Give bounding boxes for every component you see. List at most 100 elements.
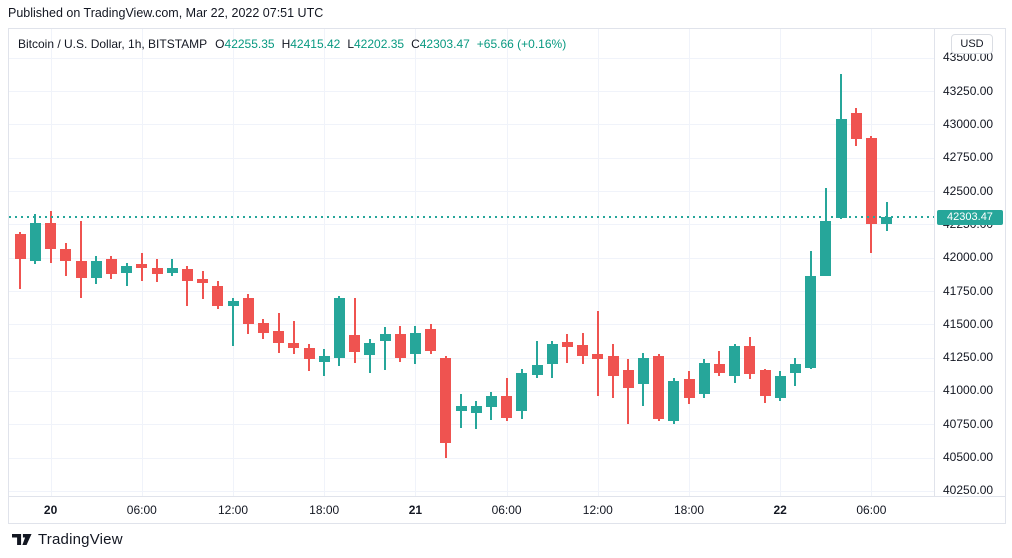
candle-body [318, 356, 330, 362]
gridline-v [506, 29, 508, 496]
time-axis-label: 12:00 [217, 503, 249, 517]
currency-badge: USD [951, 34, 993, 54]
symbol-legend: Bitcoin / U.S. Dollar, 1h, BITSTAMP O4225… [18, 37, 566, 51]
gridline-h [9, 224, 934, 226]
tradingview-logo-link[interactable]: TradingView [12, 531, 123, 548]
price-axis-label: 43250.00 [943, 83, 994, 98]
candle-body [516, 372, 528, 411]
candle-body [501, 396, 513, 418]
price-axis-label: 41000.00 [943, 383, 994, 398]
candle-wick [627, 359, 630, 425]
gridline-h [9, 257, 934, 259]
candle-body [820, 221, 832, 277]
candle-wick [536, 341, 538, 378]
tradingview-logo-text: TradingView [38, 531, 123, 548]
plot-pane[interactable] [9, 29, 934, 496]
time-axis-label: 18:00 [309, 503, 340, 517]
candle-wick [292, 321, 295, 355]
candle-body [698, 362, 710, 395]
candle-body [592, 353, 604, 360]
candle-body [288, 343, 300, 349]
candle-body [865, 137, 877, 225]
candle-body [577, 345, 589, 357]
price-axis-label: 42000.00 [943, 250, 994, 265]
gridline-v [415, 29, 417, 496]
price-axis-label: 40750.00 [943, 416, 994, 431]
candle-body [713, 364, 725, 373]
time-axis-label: 06:00 [856, 503, 887, 517]
gridline-h [9, 457, 934, 459]
low-value: 42202.35 [354, 37, 405, 51]
candle-body [181, 269, 193, 281]
candle-body [561, 342, 573, 347]
candle-body [273, 331, 285, 343]
candle-body [881, 217, 893, 224]
candle-wick [566, 333, 569, 363]
gridline-h [9, 324, 934, 326]
candle-wick [80, 221, 82, 299]
price-axis-label: 41500.00 [943, 316, 994, 331]
gridline-v [871, 29, 873, 496]
time-axis-label: 21 [408, 503, 423, 517]
time-axis[interactable]: 20 06:00 12:00 18:00 21 06:00 12:00 18:00 22 06:0… [9, 496, 1005, 523]
gridline-v [597, 29, 599, 496]
time-axis-label: 18:00 [673, 503, 705, 517]
candle-body [136, 264, 148, 268]
time-axis-label: 20 [43, 503, 58, 517]
candle-body [303, 348, 315, 359]
gridline-h [9, 157, 934, 159]
gridline-h [9, 124, 934, 126]
open-label: O [215, 37, 225, 51]
gridline-h [9, 390, 934, 392]
candle-wick [384, 327, 386, 371]
price-axis[interactable]: USD 42303.47 43500.00 43250.00 43000.00 427… [934, 29, 1005, 498]
candle-body [425, 329, 437, 351]
candle-body [729, 346, 741, 376]
tradingview-icon [12, 534, 32, 545]
candle-wick [475, 400, 478, 429]
candle-body [121, 266, 133, 273]
candle-body [60, 249, 72, 261]
gridline-h [9, 57, 934, 59]
candle-body [257, 323, 269, 333]
candle-wick [368, 339, 371, 373]
price-axis-label: 41250.00 [943, 350, 994, 365]
candle-body [105, 259, 117, 275]
time-axis-label: 12:00 [582, 503, 613, 517]
candle-body [485, 396, 497, 407]
low-label: L [347, 37, 354, 51]
gridline-v [233, 29, 234, 496]
price-axis-label: 40250.00 [943, 483, 994, 498]
candle-body [166, 268, 178, 273]
candle-body [789, 364, 801, 373]
candle-body [531, 365, 543, 376]
candle-wick [186, 266, 189, 306]
chart-container: Bitcoin / U.S. Dollar, 1h, BITSTAMP O4225… [8, 28, 1006, 524]
candle-wick [353, 298, 356, 363]
candle-body [14, 234, 26, 259]
gridline-v [689, 29, 690, 496]
price-axis-label: 42500.00 [943, 183, 994, 198]
change-value: +65.66 (+0.16%) [476, 37, 567, 51]
candle-body [622, 370, 634, 388]
time-axis-label: 22 [773, 503, 787, 517]
gridline-h [9, 490, 934, 492]
candle-wick [125, 263, 128, 287]
candle-wick [171, 259, 174, 277]
gridline-h [9, 291, 934, 292]
last-price-line [9, 216, 934, 219]
candle-body [683, 379, 695, 398]
open-value: 42255.35 [224, 37, 275, 51]
candle-body [744, 346, 756, 375]
candle-body [29, 223, 41, 261]
candle-body [333, 298, 345, 358]
price-axis-label: 42750.00 [943, 150, 994, 165]
candle-body [227, 301, 239, 307]
candle-body [75, 261, 87, 279]
gridline-h [9, 191, 934, 192]
candle-body [607, 356, 619, 376]
time-axis-label: 06:00 [491, 503, 522, 517]
candle-wick [19, 232, 22, 289]
candle-body [668, 380, 680, 421]
